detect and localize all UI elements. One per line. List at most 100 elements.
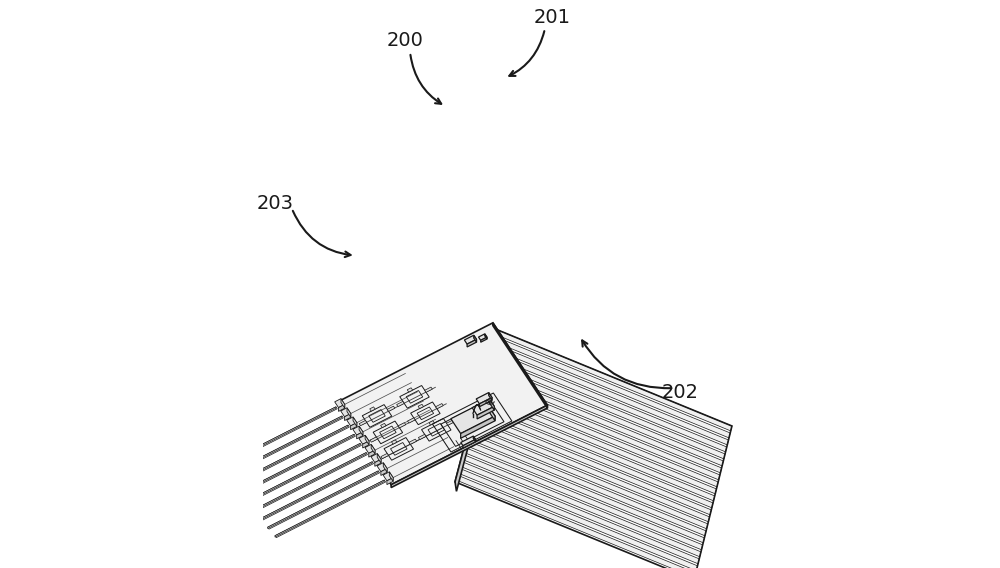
Polygon shape — [217, 407, 337, 470]
Polygon shape — [493, 323, 547, 408]
Polygon shape — [275, 480, 384, 537]
Polygon shape — [383, 472, 393, 481]
Polygon shape — [494, 329, 732, 431]
Polygon shape — [377, 463, 387, 471]
Polygon shape — [381, 423, 386, 428]
Polygon shape — [363, 441, 369, 448]
Polygon shape — [260, 462, 374, 521]
Polygon shape — [224, 416, 342, 478]
Polygon shape — [408, 418, 415, 423]
Polygon shape — [359, 426, 363, 436]
Polygon shape — [478, 391, 716, 494]
Polygon shape — [397, 402, 404, 407]
Polygon shape — [398, 423, 406, 428]
Polygon shape — [370, 407, 375, 411]
Polygon shape — [489, 392, 492, 400]
Polygon shape — [224, 416, 343, 478]
Polygon shape — [377, 454, 381, 463]
Polygon shape — [461, 416, 495, 438]
Polygon shape — [375, 460, 381, 466]
Polygon shape — [370, 437, 378, 442]
Polygon shape — [467, 339, 476, 347]
Polygon shape — [485, 364, 723, 466]
Polygon shape — [231, 425, 349, 487]
Polygon shape — [467, 433, 706, 536]
Polygon shape — [387, 478, 393, 485]
Polygon shape — [485, 334, 487, 339]
Polygon shape — [479, 385, 718, 487]
Polygon shape — [365, 435, 369, 445]
Polygon shape — [389, 472, 393, 482]
Polygon shape — [351, 423, 357, 429]
Polygon shape — [489, 399, 494, 410]
Polygon shape — [217, 407, 336, 469]
Polygon shape — [381, 469, 387, 475]
Polygon shape — [479, 334, 487, 340]
Polygon shape — [465, 440, 704, 543]
Polygon shape — [371, 454, 381, 462]
Polygon shape — [359, 420, 367, 425]
Polygon shape — [470, 419, 710, 522]
Polygon shape — [481, 337, 487, 343]
Polygon shape — [490, 343, 728, 445]
Polygon shape — [253, 453, 366, 512]
Polygon shape — [253, 453, 367, 512]
Polygon shape — [474, 335, 476, 342]
Polygon shape — [335, 399, 345, 408]
Polygon shape — [463, 440, 475, 448]
Polygon shape — [391, 405, 547, 487]
Polygon shape — [381, 453, 389, 458]
Polygon shape — [447, 420, 454, 425]
Polygon shape — [407, 388, 413, 392]
Text: 203: 203 — [257, 194, 294, 213]
Polygon shape — [468, 426, 708, 529]
Polygon shape — [492, 336, 730, 438]
Polygon shape — [459, 461, 699, 564]
Polygon shape — [339, 404, 345, 411]
Polygon shape — [464, 335, 476, 344]
Polygon shape — [472, 399, 494, 415]
Polygon shape — [418, 404, 424, 408]
Polygon shape — [474, 406, 713, 508]
Polygon shape — [489, 350, 727, 452]
Polygon shape — [481, 378, 720, 480]
Polygon shape — [425, 387, 432, 392]
Polygon shape — [345, 414, 351, 420]
Polygon shape — [353, 426, 363, 435]
Polygon shape — [472, 412, 711, 515]
Polygon shape — [483, 371, 722, 473]
Polygon shape — [347, 408, 351, 417]
Polygon shape — [455, 329, 497, 491]
Polygon shape — [341, 408, 351, 417]
Polygon shape — [429, 421, 434, 425]
Polygon shape — [239, 435, 354, 495]
Polygon shape — [268, 471, 380, 529]
Polygon shape — [383, 463, 387, 472]
Polygon shape — [477, 406, 494, 419]
Polygon shape — [487, 357, 725, 459]
Polygon shape — [387, 406, 395, 411]
Polygon shape — [476, 399, 715, 501]
Polygon shape — [365, 444, 375, 453]
Polygon shape — [436, 403, 443, 409]
Polygon shape — [359, 435, 369, 444]
Polygon shape — [337, 323, 547, 485]
Polygon shape — [268, 471, 378, 529]
Polygon shape — [418, 435, 426, 440]
Polygon shape — [463, 447, 703, 550]
Text: 200: 200 — [387, 31, 424, 50]
Polygon shape — [275, 480, 386, 538]
Polygon shape — [341, 399, 345, 408]
Polygon shape — [479, 398, 492, 407]
Polygon shape — [260, 462, 372, 520]
Text: 202: 202 — [661, 383, 698, 402]
Polygon shape — [357, 432, 363, 439]
Polygon shape — [231, 425, 348, 486]
Polygon shape — [246, 444, 360, 503]
Polygon shape — [476, 392, 492, 404]
Polygon shape — [391, 440, 397, 444]
Polygon shape — [451, 401, 495, 433]
Polygon shape — [409, 439, 417, 444]
Polygon shape — [371, 444, 375, 454]
Polygon shape — [456, 475, 696, 568]
